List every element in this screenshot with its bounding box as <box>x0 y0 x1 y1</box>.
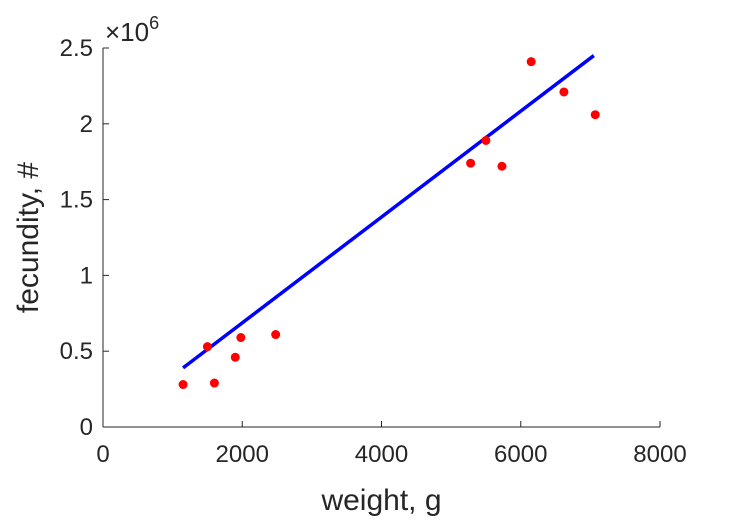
y-tick-label: 2 <box>80 111 93 138</box>
ticks: 0 2000 4000 6000 8000 0 0.5 1 1.5 2 2.5 <box>60 35 687 468</box>
y-tick-label: 1.5 <box>60 187 93 214</box>
y-tick-label: 0.5 <box>60 338 93 365</box>
data-point <box>178 380 188 390</box>
data-point <box>526 57 536 67</box>
x-axis-label: weight, g <box>320 484 441 517</box>
data-point <box>590 110 600 120</box>
exponent-power: 6 <box>149 13 159 33</box>
data-point <box>230 352 240 362</box>
data-point <box>559 87 569 97</box>
fit-line <box>182 54 595 370</box>
data-point <box>209 378 219 388</box>
data-point <box>236 333 246 343</box>
x-tick-label: 2000 <box>216 441 269 468</box>
plot-marks <box>178 54 600 390</box>
y-tick-label: 1 <box>80 262 93 289</box>
y-axis-label: fecundity, # <box>12 162 45 314</box>
axes <box>102 48 660 428</box>
y-tick-label: 2.5 <box>60 35 93 62</box>
y-tick-label: 0 <box>80 414 93 441</box>
y-axis-exponent-label: ×106 <box>105 13 159 47</box>
data-point <box>466 158 476 168</box>
x-tick-label: 4000 <box>355 441 408 468</box>
exponent-prefix: ×10 <box>105 17 149 47</box>
x-tick-label: 0 <box>96 441 109 468</box>
data-point <box>497 161 507 171</box>
data-point <box>202 342 212 352</box>
data-point <box>271 330 281 340</box>
x-tick-label: 8000 <box>633 441 686 468</box>
x-tick-label: 6000 <box>494 441 547 468</box>
data-point <box>481 135 491 145</box>
